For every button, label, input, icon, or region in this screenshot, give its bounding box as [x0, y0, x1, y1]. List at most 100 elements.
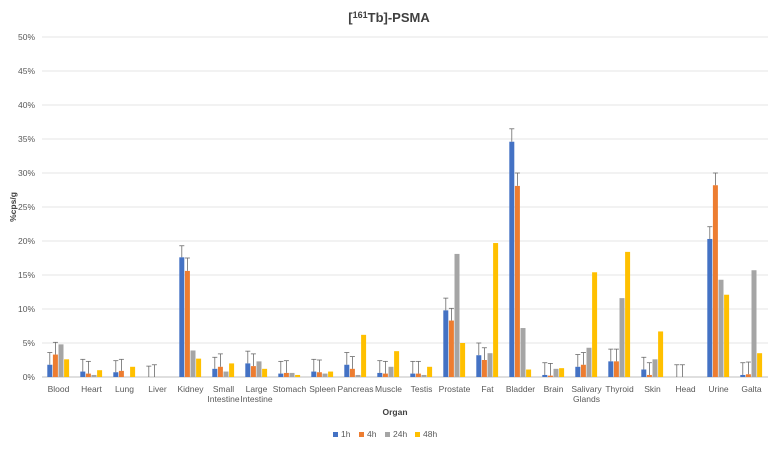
- bar-24h: [322, 373, 328, 377]
- x-category-label-line: Spleen: [309, 384, 336, 394]
- bar-4h: [613, 361, 619, 377]
- y-tick-label: 10%: [18, 304, 35, 314]
- bar-48h: [295, 374, 301, 377]
- y-tick-label: 50%: [18, 32, 35, 42]
- legend: 1h 4h 24h 48h: [333, 429, 437, 439]
- y-tick-label: 5%: [23, 338, 36, 348]
- bar-48h: [559, 368, 565, 377]
- x-category-label: Salivary Glands: [571, 384, 602, 404]
- bar-1h: [179, 257, 185, 377]
- legend-label: 24h: [393, 429, 407, 439]
- x-category-label-line: Stomach: [273, 384, 307, 394]
- bar-1h: [707, 238, 713, 377]
- legend-swatch: [359, 432, 364, 437]
- bar-24h: [553, 368, 559, 377]
- y-tick-label: 0%: [23, 372, 36, 382]
- x-category-label-line: Brain: [544, 384, 564, 394]
- bar-1h: [344, 364, 350, 377]
- bar-1h: [113, 372, 119, 377]
- bar-48h: [394, 351, 400, 377]
- bar-4h: [217, 366, 223, 377]
- bar-4h: [745, 374, 751, 377]
- bar-24h: [58, 344, 64, 377]
- bar-24h: [619, 298, 625, 377]
- x-category-label-line: Kidney: [178, 384, 205, 394]
- x-category-label-line: Large: [246, 384, 268, 394]
- bar-1h: [377, 372, 383, 377]
- legend-swatch: [385, 432, 390, 437]
- legend-swatch: [415, 432, 420, 437]
- legend-label: 48h: [423, 429, 437, 439]
- x-category-label-line: Testis: [411, 384, 433, 394]
- bar-4h: [415, 373, 421, 377]
- bar-1h: [575, 366, 581, 377]
- bar-4h: [250, 366, 256, 377]
- x-axis-category-labels: Blood Heart Lung Liver Kidney Small Intestine L…: [48, 384, 762, 404]
- legend-label: 4h: [367, 429, 377, 439]
- bar-48h: [460, 343, 466, 377]
- bar-48h: [130, 366, 136, 377]
- bar-4h: [712, 185, 718, 377]
- y-tick-label: 20%: [18, 236, 35, 246]
- x-category-label: Brain: [544, 384, 564, 394]
- x-category-label: Kidney: [178, 384, 205, 394]
- y-tick-label: 25%: [18, 202, 35, 212]
- bar-1h: [476, 355, 482, 377]
- bar-48h: [262, 368, 268, 377]
- bar-48h: [493, 243, 499, 377]
- x-category-label: Skin: [644, 384, 661, 394]
- bar-48h: [658, 331, 664, 377]
- bars: [47, 141, 763, 377]
- x-category-label: Head: [675, 384, 696, 394]
- bar-24h: [289, 372, 295, 377]
- x-category-label: Liver: [148, 384, 167, 394]
- chart-title-suffix: Tb]-PSMA: [368, 10, 431, 25]
- x-category-label: Heart: [81, 384, 102, 394]
- x-category-label-line: Bladder: [506, 384, 535, 394]
- x-category-label-line: Urine: [708, 384, 729, 394]
- x-category-label-line: Prostate: [439, 384, 471, 394]
- bar-4h: [514, 185, 520, 377]
- bar-48h: [328, 371, 334, 377]
- x-category-label-line: Fat: [481, 384, 494, 394]
- x-category-label-line: Blood: [48, 384, 70, 394]
- bar-24h: [388, 366, 394, 377]
- x-category-label: Thyroid: [605, 384, 634, 394]
- bar-24h: [91, 374, 97, 377]
- bar-1h: [410, 373, 416, 377]
- bar-24h: [487, 353, 493, 377]
- x-category-label: Muscle: [375, 384, 402, 394]
- x-category-label-line: Skin: [644, 384, 661, 394]
- bar-1h: [47, 364, 53, 377]
- x-category-label: Stomach: [273, 384, 307, 394]
- x-category-label: Fat: [481, 384, 494, 394]
- error-bars: [47, 128, 751, 377]
- bar-48h: [196, 358, 202, 377]
- bar-48h: [724, 294, 730, 377]
- x-category-label-line: Thyroid: [605, 384, 634, 394]
- y-tick-label: 30%: [18, 168, 35, 178]
- bar-48h: [361, 334, 367, 377]
- bar-1h: [212, 368, 218, 377]
- y-axis-title: %cps/g: [8, 192, 18, 222]
- x-category-label: Bladder: [506, 384, 535, 394]
- bar-24h: [190, 350, 196, 377]
- bar-24h: [421, 374, 427, 377]
- y-tick-label: 40%: [18, 100, 35, 110]
- bar-4h: [580, 364, 586, 377]
- bar-1h: [245, 363, 251, 377]
- bar-1h: [509, 141, 515, 377]
- y-tick-label: 45%: [18, 66, 35, 76]
- legend-swatch: [333, 432, 338, 437]
- bar-24h: [223, 371, 229, 377]
- bar-24h: [751, 270, 757, 377]
- bar-4h: [547, 375, 553, 377]
- chart-title-prefix: [: [348, 10, 353, 25]
- bar-1h: [608, 361, 614, 377]
- x-category-label: Small Intestine: [207, 384, 239, 404]
- x-category-label-line: Lung: [115, 384, 134, 394]
- bar-24h: [586, 347, 592, 377]
- x-category-label-line: Intestine: [240, 394, 272, 404]
- x-category-label: Pancreas: [338, 384, 374, 394]
- x-category-label: Blood: [48, 384, 70, 394]
